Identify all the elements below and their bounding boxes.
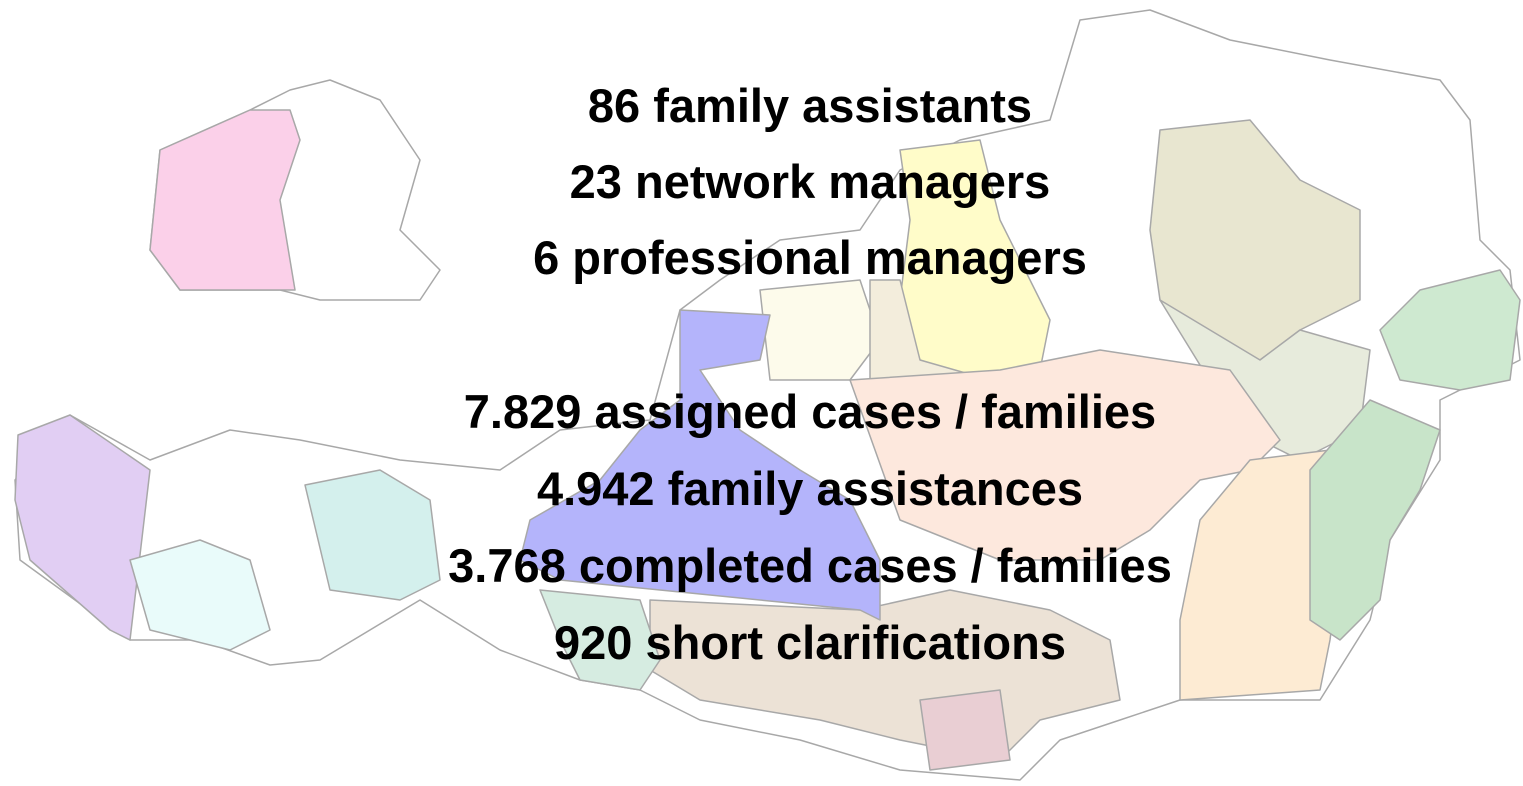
cases-line: 3.768 completed cases / families [448, 539, 1172, 592]
vienna-west [149, 109, 301, 291]
region-tyrol-east [304, 469, 441, 601]
region-tyrol-west [129, 539, 271, 651]
map [14, 9, 1521, 781]
region-salzburg-south [539, 589, 661, 691]
overlay-text: 86 family assistants 23 network managers… [448, 79, 1172, 669]
region-salzburg [519, 309, 881, 621]
staff-line: 86 family assistants [588, 79, 1032, 132]
staff-line: 6 professional managers [533, 231, 1087, 284]
cases-line: 4.942 family assistances [537, 462, 1083, 515]
region-upper-light [759, 279, 881, 381]
region-burgenland-south [1309, 399, 1441, 641]
staff-line: 23 network managers [570, 155, 1051, 208]
cases-line: 7.829 assigned cases / families [464, 385, 1156, 438]
cases-line: 920 short clarifications [554, 616, 1066, 669]
region-styria [849, 349, 1281, 561]
region-carinthia-pink [919, 689, 1011, 771]
region-burgenland-north [1379, 269, 1521, 391]
region-vorarlberg [14, 414, 151, 641]
